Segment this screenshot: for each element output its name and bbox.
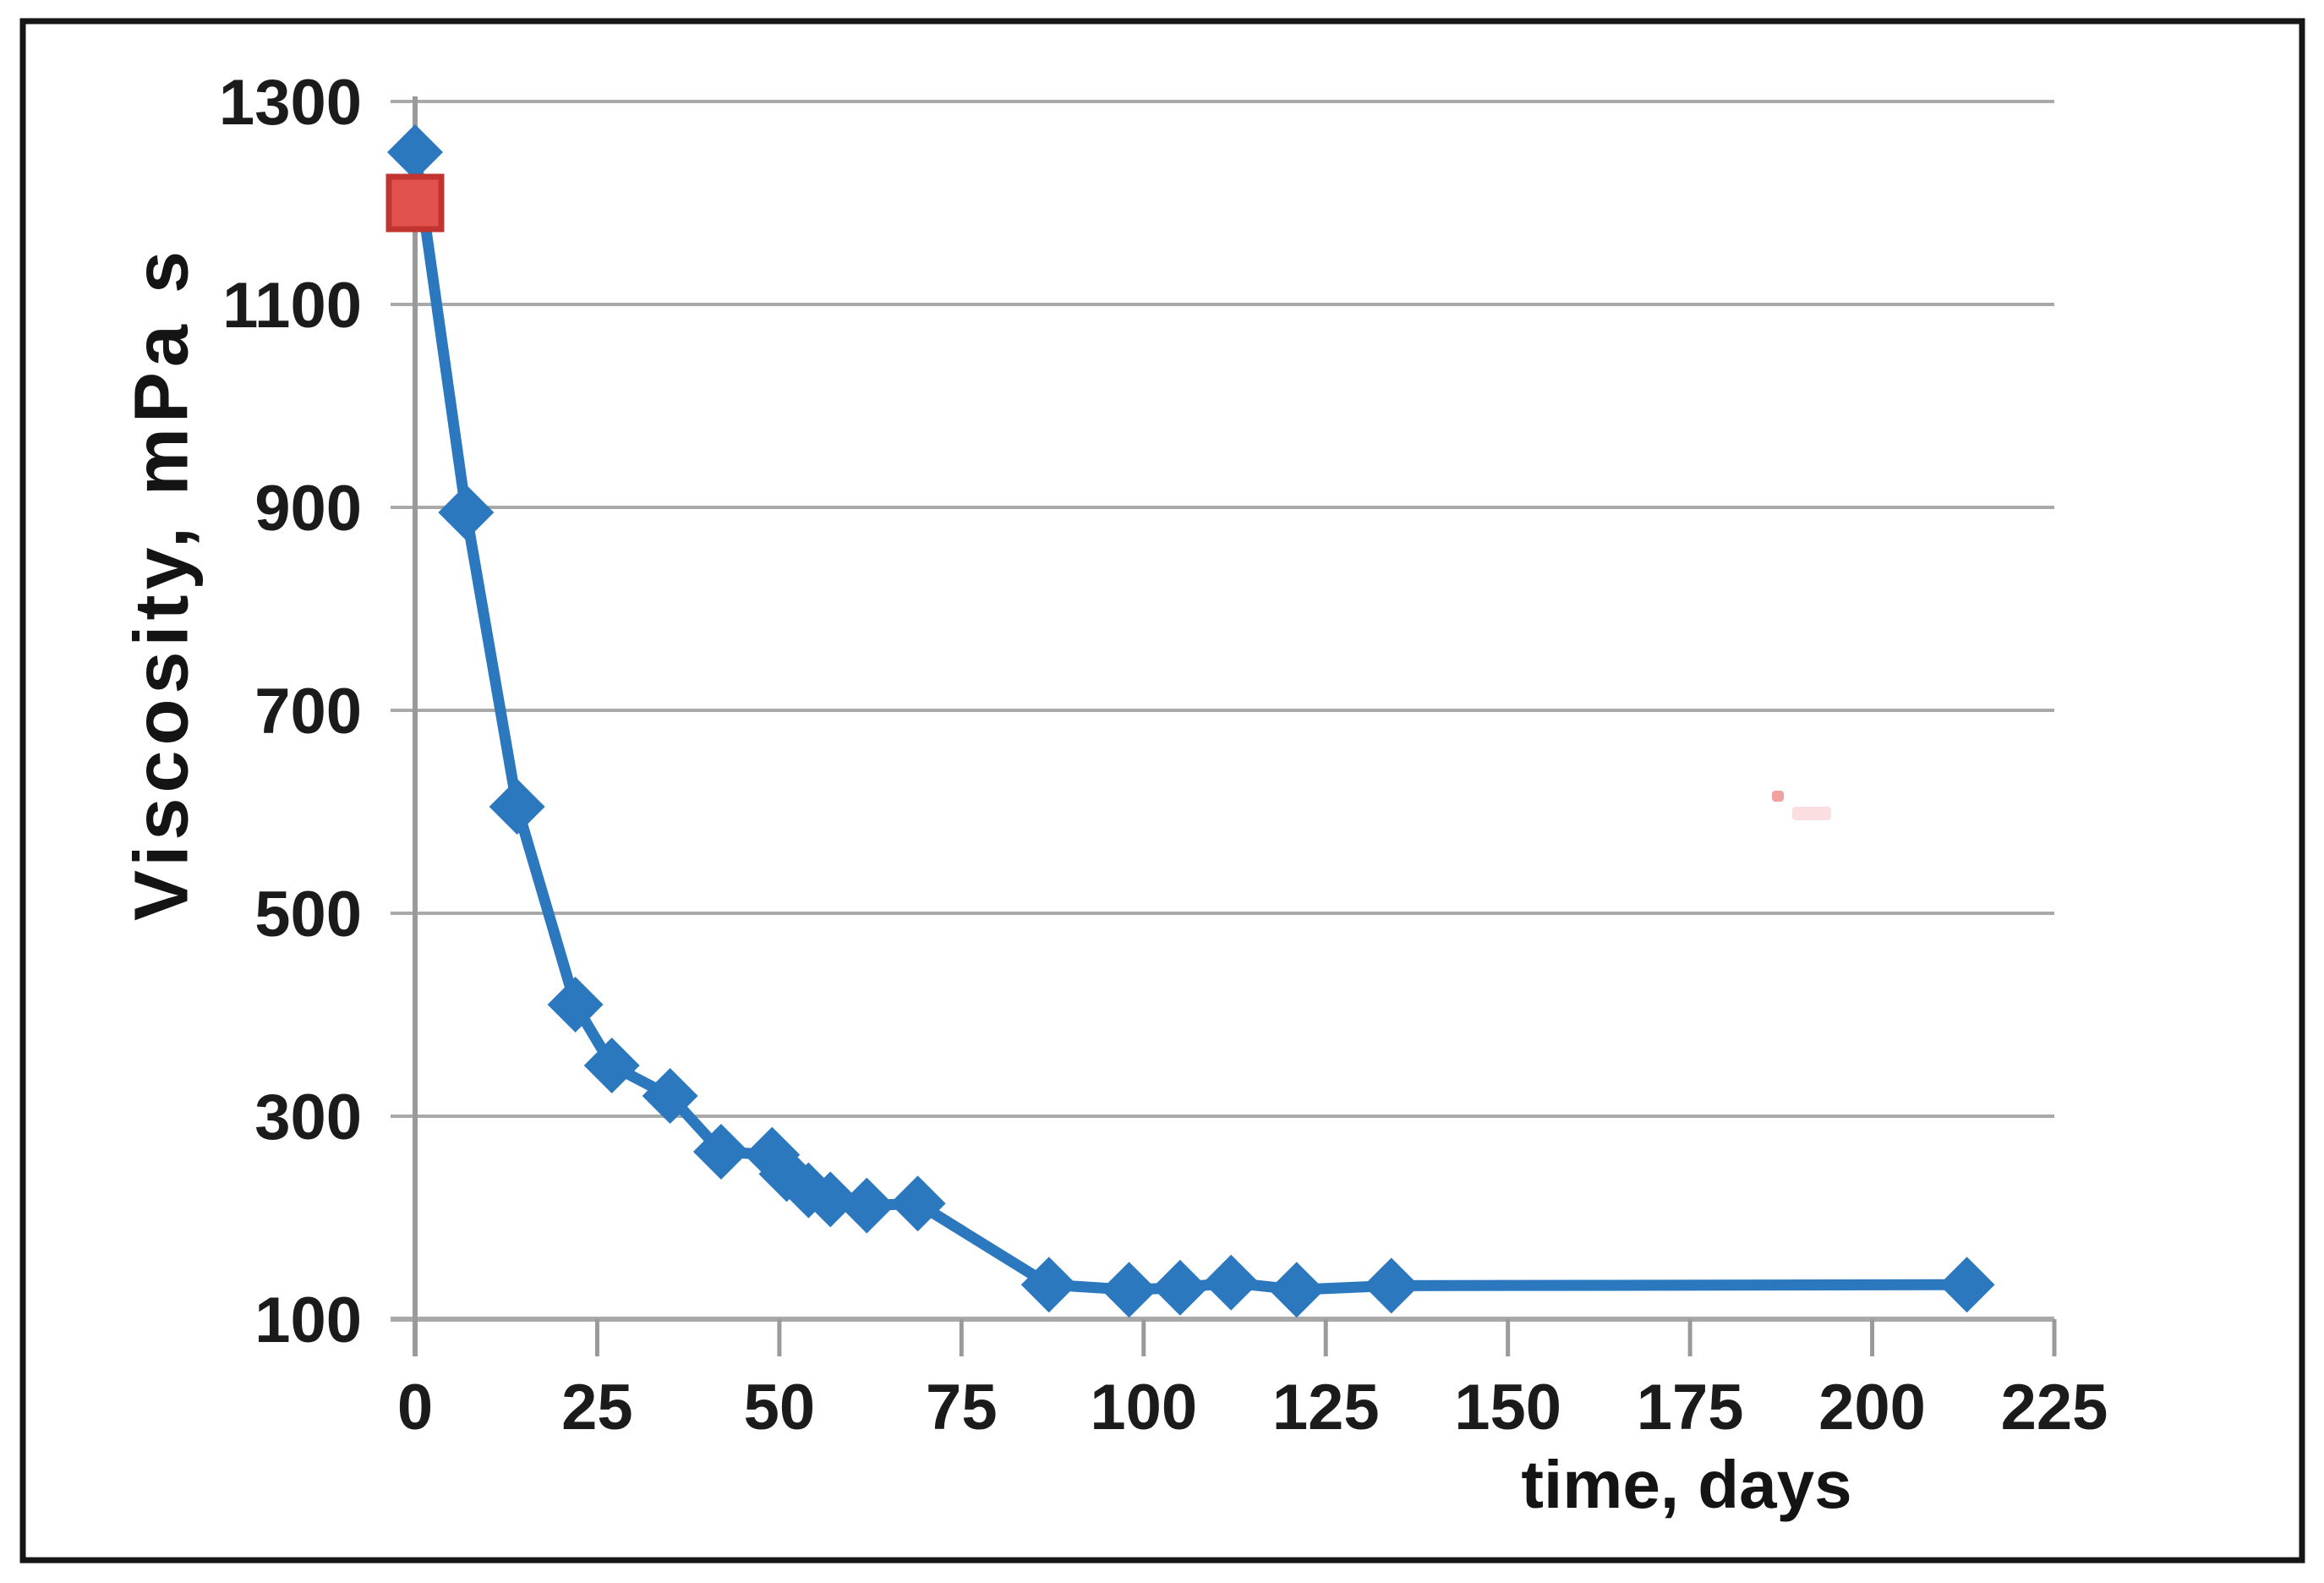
data-point-diamond-87 bbox=[1020, 1257, 1077, 1313]
data-point-diamond-62 bbox=[839, 1177, 895, 1234]
data-point-diamond-0 bbox=[387, 124, 443, 180]
x-tick-label-225: 225 bbox=[2001, 1372, 2108, 1443]
data-point-diamond-42 bbox=[692, 1124, 749, 1180]
data-point-diamond-14 bbox=[489, 779, 545, 835]
initial-point-square bbox=[386, 173, 445, 233]
data-point-diamond-134 bbox=[1363, 1257, 1419, 1314]
x-tick-label-125: 125 bbox=[1272, 1372, 1380, 1443]
data-point-diamond-112 bbox=[1203, 1254, 1260, 1311]
data-point-diamond-22 bbox=[547, 977, 604, 1033]
y-tick-label-900: 900 bbox=[254, 473, 362, 545]
x-tick-label-25: 25 bbox=[561, 1372, 633, 1443]
y-tick-label-100: 100 bbox=[254, 1284, 362, 1356]
x-tick-label-150: 150 bbox=[1454, 1372, 1561, 1443]
x-tick-label-100: 100 bbox=[1090, 1372, 1197, 1443]
data-point-diamond-69 bbox=[889, 1175, 946, 1232]
red-speck-artifact bbox=[1772, 791, 1784, 802]
data-point-diamond-35 bbox=[642, 1068, 698, 1124]
y-tick-label-300: 300 bbox=[254, 1082, 362, 1153]
data-point-diamond-105 bbox=[1151, 1259, 1208, 1316]
data-point-diamond-57 bbox=[802, 1171, 859, 1228]
x-tick-label-0: 0 bbox=[397, 1372, 433, 1443]
plot-area: 100 300 500 700 900 1100 1300 0 25 50 75 100 125 150 1… bbox=[219, 67, 2108, 1443]
pink-dash-artifact bbox=[1792, 807, 1831, 820]
figure-border bbox=[19, 18, 2305, 1564]
data-point-diamond-27 bbox=[583, 1038, 640, 1093]
y-tick-label-1100: 1100 bbox=[222, 270, 362, 342]
y-axis-title: Viscosity, mPa s bbox=[120, 246, 205, 921]
y-tick-label-1300: 1300 bbox=[219, 67, 362, 139]
x-tick-label-75: 75 bbox=[926, 1372, 998, 1443]
data-point-diamond-98 bbox=[1101, 1262, 1157, 1318]
x-tick-label-175: 175 bbox=[1637, 1372, 1744, 1443]
viscosity-line bbox=[409, 146, 1973, 1295]
x-tick-label-200: 200 bbox=[1818, 1372, 1926, 1443]
y-tick-label-500: 500 bbox=[254, 879, 362, 950]
x-axis-title: time, days bbox=[1521, 1447, 1851, 1522]
y-tick-label-700: 700 bbox=[254, 676, 362, 748]
data-point-diamond-213 bbox=[1938, 1257, 1995, 1313]
data-point-diamond-121 bbox=[1268, 1262, 1325, 1318]
data-point-diamond-7 bbox=[438, 485, 495, 540]
x-tick-label-50: 50 bbox=[744, 1372, 816, 1443]
